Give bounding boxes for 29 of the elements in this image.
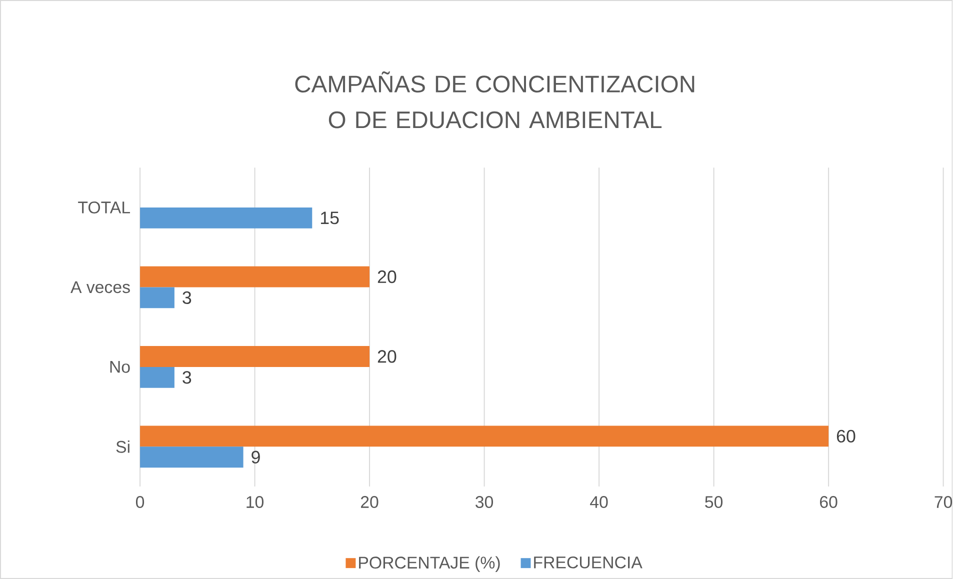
y-tick-label: No xyxy=(110,361,130,373)
y-tick-label: TOTAL xyxy=(78,201,130,214)
x-tick-label: 60 xyxy=(820,496,838,508)
x-tick-label: 70 xyxy=(934,496,952,508)
legend-label: PORCENTAJE (%) xyxy=(359,556,500,572)
x-tick-label: 30 xyxy=(476,496,494,508)
bar xyxy=(140,266,370,288)
x-tick-label: 20 xyxy=(360,496,378,508)
y-tick-label: Si xyxy=(116,440,130,453)
x-tick-label: 40 xyxy=(590,496,608,508)
data-label: 3 xyxy=(182,291,192,304)
x-tick-label: 50 xyxy=(705,496,723,508)
data-label: 20 xyxy=(378,350,396,363)
bar xyxy=(140,287,174,308)
legend-label: FRECUENCIA xyxy=(534,556,642,568)
data-label: 15 xyxy=(320,212,339,224)
y-tick-label: A veces xyxy=(70,281,130,294)
data-label: 60 xyxy=(836,430,856,443)
data-label: 20 xyxy=(378,270,396,284)
bar xyxy=(140,207,312,228)
bar xyxy=(140,366,174,388)
x-tick-label: 10 xyxy=(246,496,264,508)
data-label: 3 xyxy=(182,371,192,384)
bar xyxy=(140,426,829,447)
chart-title: CAMPAÑAS DE CONCIENTIZACION O DE EDUACION AMBIENTAL xyxy=(295,71,694,128)
x-tick-label: 0 xyxy=(136,496,144,508)
bar xyxy=(140,346,370,367)
data-label: 9 xyxy=(252,450,260,464)
bar xyxy=(140,446,244,468)
